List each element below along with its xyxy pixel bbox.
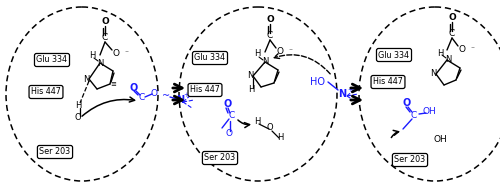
Text: His 447: His 447	[190, 85, 220, 94]
Text: O: O	[150, 90, 158, 98]
Text: C: C	[449, 29, 455, 39]
Text: ⁻: ⁻	[124, 49, 128, 57]
Text: O: O	[112, 49, 119, 57]
Text: N: N	[430, 70, 436, 78]
Text: OH: OH	[422, 108, 436, 116]
Text: N: N	[83, 74, 89, 84]
Text: +: +	[347, 87, 353, 93]
Text: Glu 334: Glu 334	[36, 56, 68, 64]
Text: His 447: His 447	[373, 77, 403, 87]
Text: N: N	[97, 59, 103, 67]
Text: C: C	[267, 32, 273, 40]
Text: C: C	[139, 94, 145, 102]
Text: +: +	[183, 92, 189, 98]
Text: C: C	[102, 33, 108, 43]
Text: O: O	[74, 114, 82, 122]
Text: O: O	[458, 44, 466, 53]
Text: C: C	[229, 112, 235, 121]
Text: H: H	[254, 50, 260, 59]
Text: ~: ~	[162, 91, 170, 101]
Text: H: H	[254, 116, 260, 125]
Text: O: O	[101, 18, 109, 26]
Text: H: H	[437, 49, 443, 57]
Text: O: O	[276, 46, 283, 56]
Text: H: H	[89, 50, 95, 60]
Text: His 447: His 447	[31, 88, 61, 97]
Text: O: O	[224, 99, 232, 109]
Text: N: N	[445, 56, 451, 64]
Text: N: N	[338, 89, 346, 99]
Text: ≡: ≡	[110, 81, 116, 87]
Text: Ser 203: Ser 203	[394, 156, 426, 164]
Text: Glu 334: Glu 334	[194, 53, 226, 63]
Text: O: O	[448, 13, 456, 22]
Text: H: H	[248, 85, 254, 94]
Text: OH: OH	[433, 136, 447, 145]
Text: H: H	[277, 133, 283, 143]
Text: ⁻: ⁻	[470, 44, 474, 53]
Text: N: N	[247, 71, 253, 81]
Text: Ser 203: Ser 203	[40, 147, 70, 156]
Text: Glu 334: Glu 334	[378, 50, 410, 60]
Text: O: O	[130, 83, 138, 93]
Text: C: C	[411, 111, 417, 119]
Text: O: O	[266, 123, 274, 132]
Text: O: O	[226, 129, 232, 139]
Text: ⁻: ⁻	[288, 46, 292, 56]
Text: HO: HO	[310, 77, 325, 87]
Text: N: N	[176, 95, 184, 105]
Text: N: N	[262, 57, 268, 67]
Text: O: O	[266, 15, 274, 25]
Text: H: H	[75, 101, 81, 109]
Text: Ser 203: Ser 203	[204, 153, 236, 163]
Text: O: O	[403, 98, 411, 108]
